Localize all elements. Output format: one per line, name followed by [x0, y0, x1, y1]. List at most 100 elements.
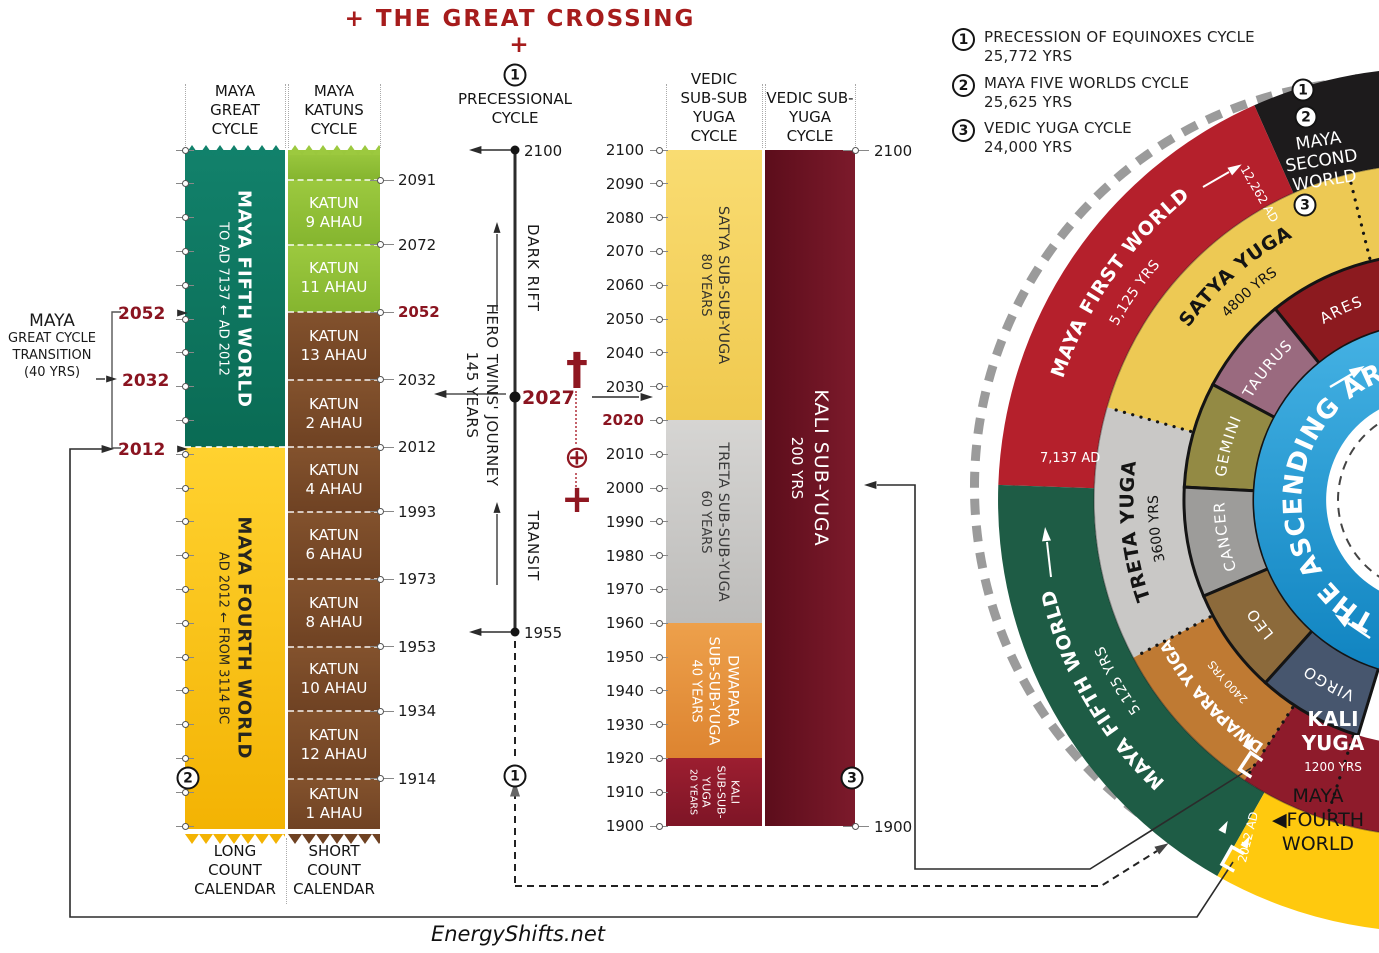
- tick-dot: [655, 383, 663, 391]
- katun-year-label: 2072: [398, 235, 437, 254]
- circled-3-icon: 3: [952, 119, 975, 142]
- precessional-mid-year: 2027: [522, 387, 575, 409]
- world-ring-segment: [1217, 792, 1379, 929]
- tick-dot: [376, 241, 384, 249]
- legend-item-maya-worlds: 2 MAYA FIVE WORLDS CYCLE 25,625 YRS: [952, 74, 1189, 112]
- legend-item-vedic-yuga: 3 VEDIC YUGA CYCLE 24,000 YRS: [952, 119, 1132, 157]
- tick-dot: [376, 443, 384, 451]
- long-count-label: LONG COUNT CALENDAR: [194, 842, 276, 898]
- tick-dot: [851, 822, 859, 830]
- ascending-arc-ring: [1254, 331, 1379, 669]
- precessional-header: PRECESSIONAL CYCLE: [457, 90, 572, 127]
- world-ring-segment: [998, 105, 1294, 489]
- tick-dot: [655, 754, 663, 762]
- vedic-axis-year: 2010: [605, 445, 644, 464]
- katun-segment: [288, 150, 380, 181]
- maya-fourth-world-label: MAYA: [1292, 785, 1343, 807]
- vedic-circled-3-marker: 3: [840, 766, 864, 790]
- vedic-axis-year: 2090: [605, 174, 644, 193]
- wheel-center-dashed-circle: [1337, 422, 1379, 578]
- tick-dot: [655, 518, 663, 526]
- arrowhead-icon: [1348, 365, 1365, 379]
- tick-dot: [376, 643, 384, 651]
- hero-twins-label: HERO TWINS' JOURNEY: [483, 303, 501, 487]
- tick-dot: [181, 518, 189, 526]
- tick-dot: [655, 653, 663, 661]
- arrowhead-icon: [493, 502, 501, 513]
- katun-year-label: 2052: [398, 303, 440, 322]
- tick-dot: [655, 247, 663, 255]
- vedic-axis-year: 1980: [605, 546, 644, 565]
- arrowhead-icon: [1227, 164, 1242, 176]
- katun-year-label: 2091: [398, 171, 437, 190]
- yuga-boundary-dotted: [1108, 406, 1193, 433]
- maya-great-cycle-header: MAYA GREAT CYCLE: [210, 82, 260, 138]
- tick-dot: [181, 721, 189, 729]
- vedic-subsub-header: VEDIC SUB-SUB YUGA CYCLE: [680, 70, 748, 145]
- vedic-subsub-segment: TRETA SUB-SUB-YUGA 60 YEARS: [666, 420, 762, 624]
- vedic-axis-year: 1900: [605, 817, 644, 835]
- katun-year-label: 1934: [398, 702, 437, 721]
- katun-label: KATUN 8 AHAU: [305, 594, 363, 632]
- tick-dot: [655, 687, 663, 695]
- katun-segment: KATUN 10 AHAU: [288, 646, 380, 712]
- separator: [288, 578, 380, 581]
- katun-label: KATUN 12 AHAU: [300, 725, 368, 763]
- vedic-subsub-label: SATYA SUB-SUB-YUGA 80 YEARS: [698, 206, 731, 365]
- arrowhead-icon: [493, 222, 501, 233]
- separator: [288, 179, 380, 182]
- legend-label: VEDIC YUGA CYCLE: [984, 119, 1132, 137]
- arrowhead-icon: [469, 146, 482, 154]
- crossed-circle-icon: ⊕: [564, 439, 590, 476]
- vedic-right-bottom-year: 1900: [874, 818, 913, 836]
- katun-label: KATUN 4 AHAU: [305, 460, 363, 498]
- tick-dot: [655, 484, 663, 492]
- wheel-circled-1-marker: 1: [1291, 78, 1315, 102]
- katun-segment: KATUN 6 AHAU: [288, 511, 380, 580]
- legend-years: 25,772 YRS: [984, 47, 1073, 65]
- circled-1-icon: 1: [952, 28, 975, 51]
- vedic-axis-year: 1960: [605, 614, 644, 633]
- tick-dot: [181, 383, 189, 391]
- katun-year-label: 1973: [398, 570, 437, 589]
- vedic-subyuga-label: KALI SUB-YUGA 200 YRS: [788, 389, 832, 547]
- tick-dot: [655, 450, 663, 458]
- tick-dot: [655, 552, 663, 560]
- cross-link-dotted: [575, 391, 577, 444]
- maya-fourth-world-label: ◀FOURTH: [1272, 809, 1364, 831]
- tick-dot: [181, 552, 189, 560]
- vedic-right-top-year: 2100: [874, 142, 913, 160]
- tick-dot: [655, 315, 663, 323]
- separator: [288, 510, 380, 513]
- guide-dotted: [185, 84, 186, 148]
- vedic-subsub-label: TRETA SUB-SUB-YUGA 60 YEARS: [698, 442, 731, 602]
- yuga-ring-segment: [1244, 705, 1379, 833]
- vedic-axis-year: 2020: [602, 411, 644, 430]
- page-title: + THE GREAT CROSSING +: [344, 6, 696, 58]
- guide-dotted: [286, 838, 287, 904]
- world-ring-segment: [1254, 71, 1379, 193]
- transition-annotation: MAYA GREAT CYCLE TRANSITION (40 YRS): [8, 311, 96, 381]
- vedic-axis-year: 1910: [605, 783, 644, 802]
- maya-katuns-header: MAYA KATUNS CYCLE: [304, 82, 364, 138]
- katun-label: KATUN 10 AHAU: [300, 659, 368, 697]
- guide-dotted: [765, 84, 766, 148]
- zigzag-edge: [185, 829, 297, 844]
- maya-world-label: MAYA FIFTH WORLD TO AD 7137 ← AD 2012: [215, 189, 255, 408]
- tick-dot: [376, 308, 384, 316]
- zigzag-edge: [185, 140, 297, 155]
- tick-dot: [181, 687, 189, 695]
- tick-dot: [181, 619, 189, 627]
- ascending-arc-arrow-bottom: [1347, 622, 1371, 639]
- tick-dot: [376, 508, 384, 516]
- site-credit: EnergyShifts.net: [430, 922, 606, 946]
- dark-rift-label: DARK RIFT: [524, 224, 542, 312]
- tick-dot: [181, 585, 189, 593]
- tick-dot: [181, 653, 189, 661]
- katun-year-label: 2012: [398, 438, 437, 457]
- legend-label: MAYA FIVE WORLDS CYCLE: [984, 74, 1190, 92]
- tick-dot: [181, 349, 189, 357]
- vedic-subsub-label: DWAPARA SUB-SUB-YUGA 40 YEARS: [688, 636, 741, 746]
